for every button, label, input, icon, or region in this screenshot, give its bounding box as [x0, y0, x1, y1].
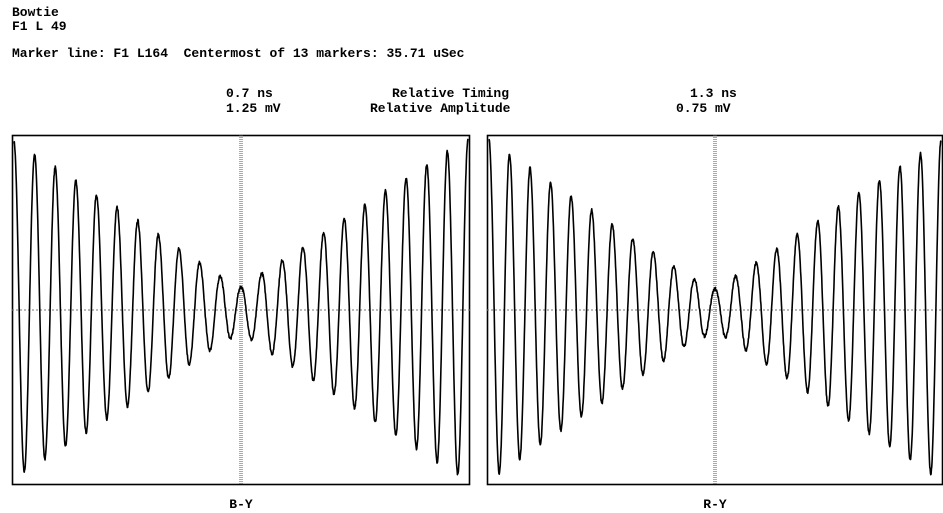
channel-label: B-Y — [229, 497, 253, 512]
right-relative-timing-value: 1.3 ns — [690, 86, 737, 101]
relative-timing-label: Relative Timing — [392, 86, 510, 101]
left-relative-amplitude-value: 1.25 mV — [226, 101, 281, 116]
relative-amplitude-label: Relative Amplitude — [370, 101, 511, 116]
waveform-trace — [488, 138, 942, 476]
marker-line-info: Marker line: F1 L164 Centermost of 13 ma… — [12, 46, 465, 61]
line-id: F1 L 49 — [12, 19, 67, 34]
waveform-trace — [13, 138, 469, 476]
left-relative-timing-value: 0.7 ns — [226, 86, 273, 101]
right-relative-amplitude-value: 0.75 mV — [676, 101, 731, 116]
channel-label: R-Y — [703, 497, 727, 512]
display-title: Bowtie — [12, 5, 59, 20]
